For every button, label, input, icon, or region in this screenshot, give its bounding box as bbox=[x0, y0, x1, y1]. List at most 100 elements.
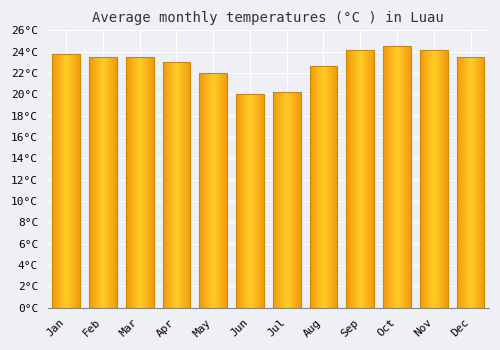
Bar bbox=[480, 57, 481, 308]
Bar bbox=[315, 66, 316, 308]
Bar bbox=[262, 94, 263, 308]
Bar bbox=[311, 66, 312, 308]
Bar bbox=[331, 66, 332, 308]
Bar bbox=[63, 54, 64, 308]
Bar bbox=[188, 62, 189, 308]
Bar bbox=[461, 57, 462, 308]
Bar bbox=[410, 47, 411, 308]
Bar bbox=[391, 47, 392, 308]
Bar bbox=[314, 66, 315, 308]
Bar bbox=[456, 57, 484, 308]
Bar bbox=[470, 57, 471, 308]
Bar bbox=[54, 54, 55, 308]
Bar bbox=[150, 57, 152, 308]
Bar bbox=[462, 57, 463, 308]
Bar bbox=[168, 62, 169, 308]
Bar bbox=[128, 57, 130, 308]
Bar bbox=[437, 50, 438, 308]
Bar bbox=[395, 47, 396, 308]
Bar bbox=[178, 62, 179, 308]
Bar bbox=[70, 54, 71, 308]
Bar bbox=[313, 66, 314, 308]
Bar bbox=[96, 57, 97, 308]
Bar bbox=[200, 73, 201, 308]
Bar bbox=[101, 57, 102, 308]
Bar bbox=[327, 66, 328, 308]
Bar bbox=[146, 57, 148, 308]
Bar bbox=[394, 47, 395, 308]
Bar bbox=[130, 57, 131, 308]
Bar bbox=[136, 57, 137, 308]
Bar bbox=[169, 62, 170, 308]
Bar bbox=[58, 54, 59, 308]
Bar bbox=[445, 50, 446, 308]
Bar bbox=[471, 57, 472, 308]
Bar bbox=[464, 57, 465, 308]
Bar bbox=[383, 47, 411, 308]
Bar bbox=[170, 62, 171, 308]
Bar bbox=[126, 57, 128, 308]
Bar bbox=[252, 94, 254, 308]
Bar bbox=[433, 50, 434, 308]
Bar bbox=[324, 66, 325, 308]
Bar bbox=[435, 50, 436, 308]
Bar bbox=[383, 47, 384, 308]
Bar bbox=[167, 62, 168, 308]
Bar bbox=[166, 62, 167, 308]
Bar bbox=[77, 54, 78, 308]
Bar bbox=[248, 94, 250, 308]
Bar bbox=[422, 50, 424, 308]
Bar bbox=[401, 47, 402, 308]
Bar bbox=[310, 66, 338, 308]
Bar bbox=[214, 73, 216, 308]
Bar bbox=[346, 50, 374, 308]
Bar bbox=[65, 54, 66, 308]
Bar bbox=[137, 57, 138, 308]
Bar bbox=[162, 62, 190, 308]
Bar bbox=[463, 57, 464, 308]
Bar bbox=[205, 73, 206, 308]
Bar bbox=[242, 94, 243, 308]
Bar bbox=[106, 57, 107, 308]
Bar bbox=[240, 94, 241, 308]
Bar bbox=[468, 57, 469, 308]
Bar bbox=[408, 47, 410, 308]
Bar bbox=[359, 50, 360, 308]
Bar bbox=[257, 94, 258, 308]
Bar bbox=[458, 57, 459, 308]
Bar bbox=[100, 57, 101, 308]
Bar bbox=[346, 50, 347, 308]
Bar bbox=[52, 54, 80, 308]
Bar bbox=[174, 62, 175, 308]
Bar bbox=[358, 50, 359, 308]
Bar bbox=[187, 62, 188, 308]
Bar bbox=[312, 66, 313, 308]
Bar bbox=[326, 66, 327, 308]
Bar bbox=[108, 57, 109, 308]
Bar bbox=[222, 73, 223, 308]
Bar bbox=[207, 73, 208, 308]
Bar bbox=[132, 57, 133, 308]
Bar bbox=[289, 92, 290, 308]
Bar bbox=[148, 57, 150, 308]
Bar bbox=[436, 50, 437, 308]
Bar bbox=[428, 50, 429, 308]
Bar bbox=[237, 94, 238, 308]
Bar bbox=[104, 57, 105, 308]
Bar bbox=[204, 73, 205, 308]
Bar bbox=[208, 73, 209, 308]
Bar bbox=[400, 47, 401, 308]
Bar bbox=[365, 50, 366, 308]
Bar bbox=[278, 92, 279, 308]
Bar bbox=[299, 92, 300, 308]
Bar bbox=[109, 57, 110, 308]
Bar bbox=[292, 92, 293, 308]
Bar bbox=[356, 50, 357, 308]
Bar bbox=[364, 50, 365, 308]
Bar bbox=[133, 57, 134, 308]
Bar bbox=[98, 57, 99, 308]
Bar bbox=[247, 94, 248, 308]
Bar bbox=[202, 73, 203, 308]
Bar bbox=[74, 54, 75, 308]
Bar bbox=[224, 73, 225, 308]
